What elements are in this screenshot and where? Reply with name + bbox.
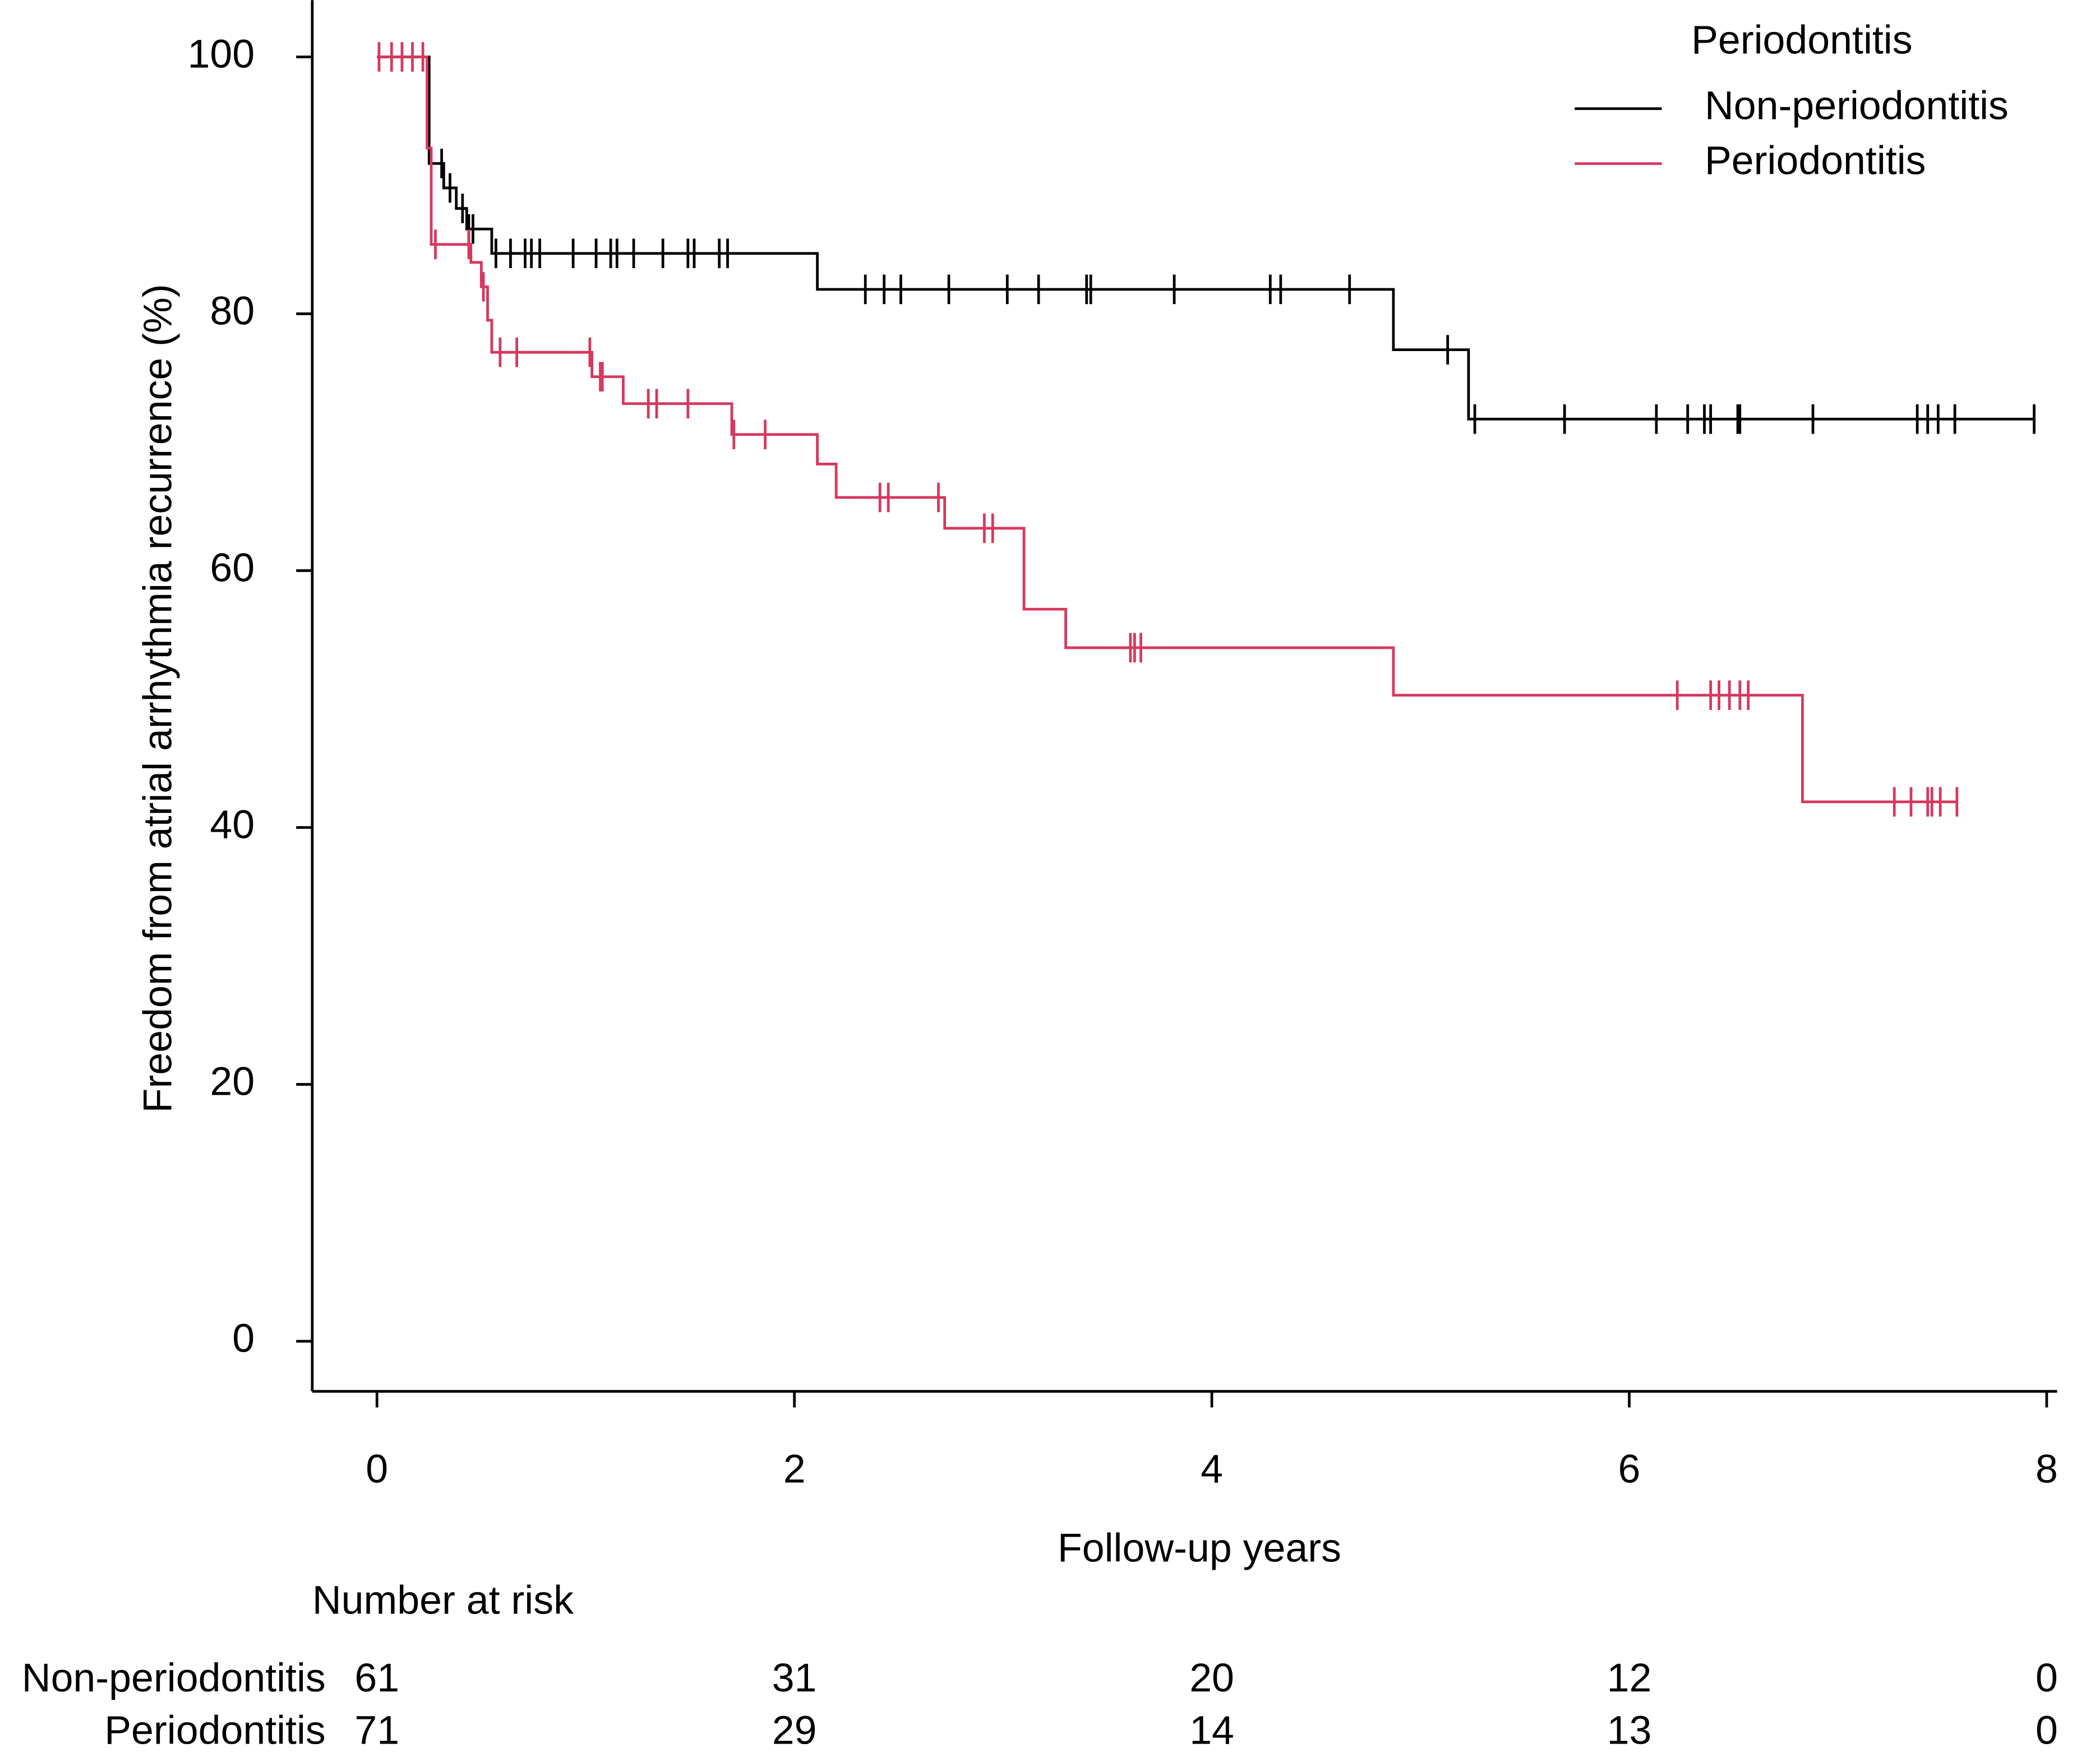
legend-title: Periodontitis <box>1691 18 1913 63</box>
risk-count: 61 <box>354 1656 399 1700</box>
x-tick-label: 2 <box>783 1446 806 1491</box>
survival-curve <box>377 56 1957 804</box>
legend-label: Periodontitis <box>1705 139 1926 183</box>
risk-count: 31 <box>772 1656 817 1700</box>
y-tick-label: 0 <box>232 1316 255 1361</box>
x-axis-label: Follow-up years <box>1058 1525 1341 1570</box>
risk-count: 71 <box>354 1708 399 1752</box>
risk-count: 13 <box>1607 1708 1652 1752</box>
y-tick-label: 60 <box>210 545 255 590</box>
legend-label: Non-periodontitis <box>1705 84 2009 128</box>
risk-count: 12 <box>1607 1656 1652 1700</box>
risk-count: 14 <box>1189 1708 1234 1752</box>
risk-count: 20 <box>1189 1656 1234 1700</box>
x-tick-label: 4 <box>1201 1446 1223 1491</box>
risk-row-label: Non-periodontitis <box>22 1656 326 1700</box>
risk-count: 0 <box>2036 1708 2058 1752</box>
x-tick-label: 8 <box>2036 1446 2058 1491</box>
x-tick-label: 0 <box>366 1446 388 1491</box>
y-tick-label: 40 <box>210 802 255 847</box>
risk-count: 0 <box>2036 1656 2058 1700</box>
risk-table-title: Number at risk <box>312 1578 574 1622</box>
y-tick-label: 20 <box>210 1059 255 1104</box>
risk-count: 29 <box>772 1708 817 1752</box>
y-axis-label: Freedom from atrial arrhythmia recurrenc… <box>136 284 181 1113</box>
y-tick-label: 80 <box>210 288 255 333</box>
risk-row-label: Periodontitis <box>104 1708 325 1752</box>
y-tick-label: 100 <box>187 31 255 76</box>
x-tick-label: 6 <box>1618 1446 1641 1491</box>
